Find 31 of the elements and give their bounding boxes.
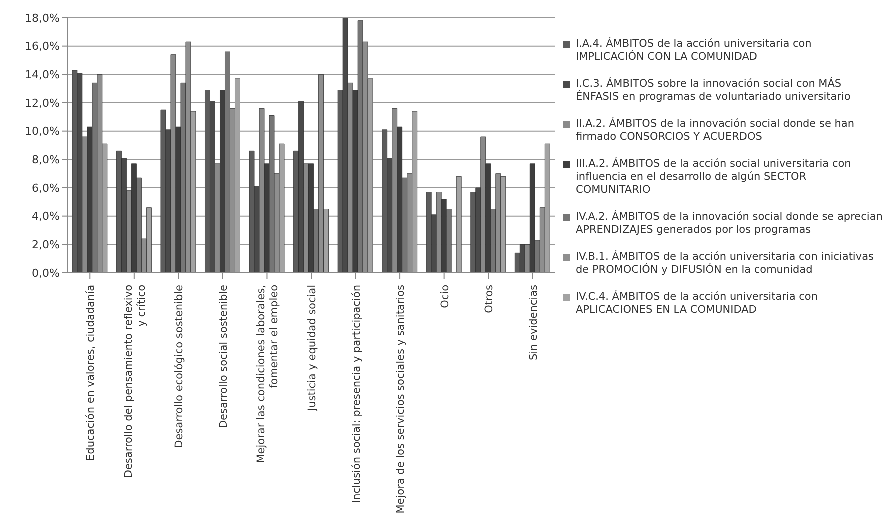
legend-label: I.A.4. ÁMBITOS de la acción universitaria con IMPLICACIÓN CON LA COMUNIDAD bbox=[576, 38, 813, 64]
y-tick-label: 18,0% bbox=[25, 12, 60, 25]
x-tick-label: Sin evidencias bbox=[528, 285, 540, 361]
legend-label: III.A.2. ÁMBITOS de la acción social universitaria con influencia en el desarrollo de algún SECTOR COMUNITARIO bbox=[576, 158, 852, 197]
x-tick-label: Educación en valores, ciudadanía bbox=[85, 285, 98, 461]
legend-label: II.A.2. ÁMBITOS de la innovación social donde se han firmado CONSORCIOS Y ACUERDOS bbox=[576, 118, 856, 144]
x-tick-label: Justicia y equidad social bbox=[306, 285, 318, 412]
y-tick-label: 14,0% bbox=[25, 68, 60, 82]
x-tick-label: Desarrollo ecológico sostenible bbox=[174, 285, 186, 448]
x-tick-label: Otros bbox=[484, 285, 496, 314]
y-tick-label: 6,0% bbox=[32, 182, 60, 195]
x-tick-label: Desarrollo social sostenible bbox=[218, 285, 230, 429]
y-tick-label: 16,0% bbox=[25, 40, 60, 54]
x-tick-label: Desarrollo del pensamiento reflexivo y crítico bbox=[122, 285, 148, 478]
y-tick-label: 10,0% bbox=[25, 125, 60, 138]
y-tick-label: 8,0% bbox=[32, 154, 60, 167]
legend-label: IV.A.2. ÁMBITOS de la innovación social donde se aprecian APRENDIZAJES generados por los programas bbox=[576, 211, 883, 237]
x-tick-label: Mejora de los servicios sociales y sanitarios bbox=[395, 285, 408, 514]
bar bbox=[382, 130, 388, 273]
bar bbox=[249, 150, 255, 273]
y-tick-label: 0,0% bbox=[32, 266, 60, 280]
x-tick-label: Inclusión social: presencia y participación bbox=[350, 285, 363, 504]
bar bbox=[160, 110, 166, 273]
legend-label: IV.B.1. ÁMBITOS de la acción universitaria con iniciativas de PROMOCIÓN y DIFUSIÓN en la comunidad bbox=[576, 251, 875, 277]
legend-label: IV.C.4. ÁMBITOS de la acción universitaria con APLICACIONES EN LA COMUNIDAD bbox=[576, 291, 819, 317]
x-tick-label: Ocio bbox=[439, 285, 452, 308]
y-tick-label: 4,0% bbox=[32, 210, 60, 224]
x-tick-label: Mejorar las condiciones laborales, fomentar el empleo bbox=[256, 285, 281, 464]
y-tick-label: 2,0% bbox=[32, 238, 60, 252]
y-tick-label: 12,0% bbox=[25, 96, 60, 110]
legend-label: I.C.3. ÁMBITOS sobre la innovación social con MÁS ÉNFASIS en programas de voluntariado universitario bbox=[576, 78, 852, 104]
